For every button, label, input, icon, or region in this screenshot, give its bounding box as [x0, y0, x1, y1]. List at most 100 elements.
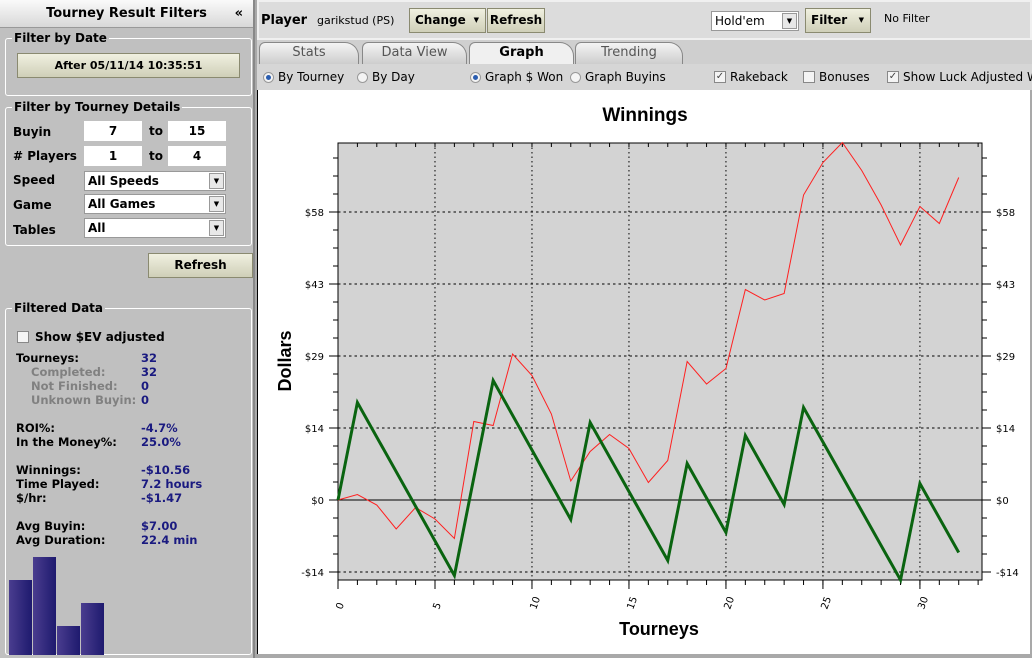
x-tick-label: 30 [916, 595, 931, 611]
players-from-input[interactable]: 1 [84, 146, 142, 166]
graph-won-radio[interactable]: Graph $ Won [470, 70, 563, 84]
change-player-button[interactable]: Change ▼ [409, 8, 486, 33]
stat-value: -$1.47 [141, 491, 183, 505]
toolbar: Player garikstud (PS) Change ▼ Refresh Ho… [257, 0, 1032, 40]
stat-label: Winnings: [16, 463, 81, 477]
chart-title: Winnings [602, 105, 687, 126]
show-ev-checkbox[interactable] [17, 331, 29, 343]
player-name: garikstud (PS) [317, 14, 395, 27]
chevron-down-icon: ▼ [209, 196, 224, 212]
stat-label: $/hr: [16, 491, 47, 505]
tab-graph[interactable]: Graph [469, 42, 574, 65]
plot-area [337, 142, 983, 581]
stat-label: ROI%: [16, 421, 56, 435]
buyin-label: Buyin [13, 125, 52, 139]
y-tick-label: $0 [311, 496, 324, 507]
stat-value: 25.0% [141, 435, 181, 449]
luck-adjusted-checkbox[interactable]: ✓ Show Luck Adjusted W [887, 70, 1032, 84]
show-ev-toggle[interactable]: Show $EV adjusted [17, 330, 165, 344]
filter-status: No Filter [884, 12, 930, 25]
to-label: to [149, 149, 163, 163]
tables-select[interactable]: All ▼ [84, 218, 226, 238]
speed-select[interactable]: All Speeds ▼ [84, 171, 226, 191]
filter-label: Filter [811, 13, 848, 27]
date-filter-button[interactable]: After 05/11/14 10:35:51 [17, 53, 240, 78]
radio-icon [357, 71, 368, 83]
stat-label: Not Finished: [31, 379, 118, 393]
stat-value: 22.4 min [141, 533, 198, 547]
speed-value: All Speeds [88, 174, 159, 188]
stat-label: In the Money%: [16, 435, 117, 449]
stat-value: 0 [141, 379, 150, 393]
to-label: to [149, 124, 163, 138]
y-tick-label: $58 [305, 208, 324, 219]
tab-trending[interactable]: Trending [575, 42, 683, 64]
y-tick-label-right: $14 [996, 424, 1015, 435]
x-tick-label: 10 [528, 595, 543, 611]
stat-value: $7.00 [141, 519, 178, 533]
tab-data-view[interactable]: Data View [362, 42, 467, 64]
filters-title: Tourney Result Filters [46, 6, 207, 21]
by-tourney-label: By Tourney [278, 70, 345, 84]
tab-stats[interactable]: Stats [259, 42, 359, 64]
y-tick-label: -$14 [301, 568, 324, 579]
stat-value: 32 [141, 365, 158, 379]
stat-label: Avg Buyin: [16, 519, 86, 533]
x-tick-label: 15 [625, 595, 640, 611]
x-tick-label: 5 [431, 601, 444, 611]
buyin-to-input[interactable]: 15 [168, 121, 226, 141]
stat-label: Tourneys: [16, 351, 80, 365]
filters-header: Tourney Result Filters « [0, 0, 253, 28]
details-filter-group: Filter by Tourney Details [5, 100, 252, 246]
game-select[interactable]: All Games ▼ [84, 194, 226, 214]
y-tick-label-right: $29 [996, 352, 1015, 363]
date-filter-legend: Filter by Date [14, 31, 107, 45]
players-label: # Players [13, 149, 77, 163]
histogram-bar [9, 580, 32, 655]
by-day-radio[interactable]: By Day [357, 70, 415, 84]
players-to-input[interactable]: 4 [168, 146, 226, 166]
graph-won-label: Graph $ Won [485, 70, 564, 84]
game-value: All Games [88, 197, 156, 211]
chevron-down-icon: ▼ [473, 16, 479, 24]
radio-selected-icon [470, 71, 481, 83]
stat-value: 32 [141, 351, 158, 365]
show-ev-label: Show $EV adjusted [35, 330, 165, 344]
buyin-from-input[interactable]: 7 [84, 121, 142, 141]
filter-button[interactable]: Filter ▼ [805, 8, 871, 33]
y-axis-label: Dollars [275, 330, 295, 391]
bonuses-checkbox[interactable]: Bonuses [803, 70, 870, 84]
details-filter-legend: Filter by Tourney Details [14, 100, 181, 114]
graph-buyins-radio[interactable]: Graph Buyins [570, 70, 666, 84]
stat-value: 7.2 hours [141, 477, 203, 491]
graph-options: By Tourney By Day Graph $ Won Graph Buyi… [257, 64, 1032, 90]
y-tick-label-right: $58 [996, 208, 1015, 219]
y-tick-label: $14 [305, 424, 324, 435]
x-tick-label: 0 [334, 601, 347, 611]
change-label: Change [415, 13, 466, 27]
game-type-select[interactable]: Hold'em ▼ [711, 11, 799, 31]
collapse-icon[interactable]: « [234, 6, 243, 21]
game-type-value: Hold'em [715, 14, 765, 28]
luck-adjusted-label: Show Luck Adjusted W [903, 70, 1032, 84]
player-label: Player [261, 13, 308, 28]
histogram-bar [33, 557, 56, 655]
stat-value: -$10.56 [141, 463, 191, 477]
filtered-data-legend: Filtered Data [14, 301, 104, 315]
refresh-button[interactable]: Refresh [487, 8, 545, 33]
stat-label: Completed: [31, 365, 106, 379]
by-tourney-radio[interactable]: By Tourney [263, 70, 344, 84]
histogram-bar [81, 603, 104, 655]
chevron-down-icon: ▼ [209, 173, 224, 189]
series-line-1 [336, 376, 961, 585]
y-tick-label: $43 [305, 280, 324, 291]
chevron-down-icon: ▼ [782, 13, 797, 29]
checkbox-icon [803, 71, 815, 83]
stat-label: Unknown Buyin: [31, 393, 137, 407]
chevron-down-icon: ▼ [209, 220, 224, 236]
radio-selected-icon [263, 71, 274, 83]
refresh-filters-button[interactable]: Refresh [148, 253, 253, 278]
checkmark-icon: ✓ [887, 71, 899, 83]
filters-panel: Tourney Result Filters « Filter by Date … [0, 0, 255, 658]
rakeback-checkbox[interactable]: ✓ Rakeback [714, 70, 788, 84]
